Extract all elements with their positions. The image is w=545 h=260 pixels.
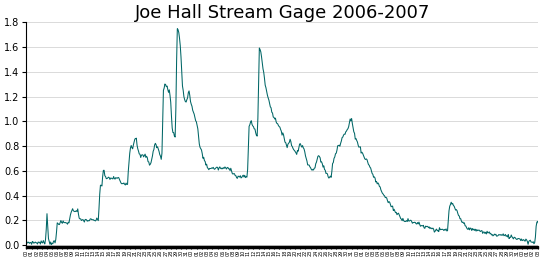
Bar <box>27 246 538 248</box>
Title: Joe Hall Stream Gage 2006-2007: Joe Hall Stream Gage 2006-2007 <box>135 4 430 22</box>
